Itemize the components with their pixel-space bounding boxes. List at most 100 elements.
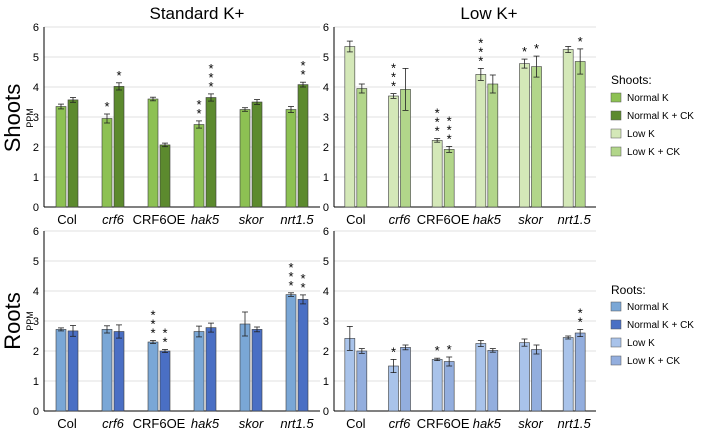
significance-star: * xyxy=(578,34,583,49)
x-category-label: nrt1.5 xyxy=(558,416,592,431)
panel-title-low-k: Low K+ xyxy=(460,4,517,23)
y-tick-label: 4 xyxy=(33,82,39,94)
bar xyxy=(251,329,263,412)
bar xyxy=(55,106,67,208)
significance-star: * xyxy=(300,280,305,295)
bar xyxy=(574,332,586,412)
x-category-label: hak5 xyxy=(473,212,502,227)
panel-title-standard-k: Standard K+ xyxy=(150,4,245,23)
bar xyxy=(285,294,297,412)
significance-star: * xyxy=(208,61,213,76)
x-category-label: nrt1.5 xyxy=(280,416,314,431)
significance-star: * xyxy=(578,314,583,329)
significance-star: * xyxy=(288,278,293,293)
bar xyxy=(159,144,171,208)
y-tick-label: 3 xyxy=(33,316,39,328)
significance-star: * xyxy=(578,305,583,320)
significance-star: * xyxy=(104,99,109,114)
significance-star: * xyxy=(522,44,527,59)
bar xyxy=(487,350,499,412)
x-category-label: CRF6OE xyxy=(417,212,470,227)
bar xyxy=(147,341,159,412)
legend-label: Normal K + CK xyxy=(627,320,694,331)
legend-swatch xyxy=(610,92,622,103)
y-tick-label: 2 xyxy=(33,142,39,154)
y-tick-label: 5 xyxy=(33,256,39,268)
significance-star: * xyxy=(391,70,396,85)
y-tick-label: 6 xyxy=(323,22,329,34)
significance-star: * xyxy=(150,326,155,341)
x-category-label: hak5 xyxy=(191,212,220,227)
significance-star: * xyxy=(478,44,483,59)
bar xyxy=(562,337,574,412)
y-tick-label: 4 xyxy=(323,286,329,298)
bar xyxy=(193,124,205,208)
y-tick-label: 1 xyxy=(323,376,329,388)
x-category-label: Col xyxy=(346,416,366,431)
significance-star: * xyxy=(300,67,305,82)
significance-star: * xyxy=(391,344,396,359)
legend-label: Low K + CK xyxy=(627,356,680,367)
bar xyxy=(297,84,309,208)
bar xyxy=(574,61,586,208)
y-tick-label: 1 xyxy=(33,376,39,388)
x-category-label: hak5 xyxy=(473,416,502,431)
legend-label: Low K xyxy=(627,338,655,349)
bar xyxy=(101,329,113,412)
y-tick-label: 1 xyxy=(323,172,329,184)
row-label-shoots: Shoots xyxy=(0,84,25,153)
y-axis-label-roots: PPM xyxy=(25,311,35,331)
significance-star: * xyxy=(447,342,452,357)
bar xyxy=(431,140,443,208)
bar xyxy=(519,342,530,412)
bar xyxy=(205,97,217,208)
bar xyxy=(159,350,171,412)
bar xyxy=(101,118,113,208)
significance-star: * xyxy=(534,41,539,56)
bar xyxy=(443,149,455,208)
y-tick-label: 2 xyxy=(33,346,39,358)
y-tick-label: 3 xyxy=(323,112,329,124)
significance-star: * xyxy=(288,269,293,284)
significance-star: * xyxy=(208,79,213,94)
significance-star: * xyxy=(447,131,452,146)
bar xyxy=(67,99,79,208)
y-tick-label: 5 xyxy=(323,256,329,268)
y-tick-label: 3 xyxy=(33,112,39,124)
significance-star: * xyxy=(435,115,440,130)
bar xyxy=(251,101,263,208)
bar xyxy=(431,359,443,412)
x-category-label: CRF6OE xyxy=(417,416,470,431)
x-category-label: CRF6OE xyxy=(133,416,186,431)
y-tick-label: 6 xyxy=(323,226,329,238)
bar xyxy=(475,343,487,412)
x-category-label: crf6 xyxy=(102,416,124,431)
significance-star: * xyxy=(288,260,293,275)
bar xyxy=(113,331,125,412)
bar xyxy=(205,327,217,412)
row-label-roots: Roots xyxy=(0,292,25,349)
y-tick-label: 5 xyxy=(33,52,39,64)
significance-star: * xyxy=(300,271,305,286)
x-category-label: CRF6OE xyxy=(133,212,186,227)
y-tick-label: 0 xyxy=(33,202,39,214)
significance-star: * xyxy=(447,113,452,128)
y-tick-label: 4 xyxy=(33,286,39,298)
legend-title: Roots: xyxy=(611,283,646,297)
significance-star: * xyxy=(478,35,483,50)
significance-star: * xyxy=(391,79,396,94)
legend-label: Low K + CK xyxy=(627,147,680,158)
bar xyxy=(55,329,67,412)
legend-shoots: Shoots: Normal K Normal K + CK Low K Low… xyxy=(610,73,694,158)
x-category-label: nrt1.5 xyxy=(558,212,592,227)
y-tick-label: 3 xyxy=(323,316,329,328)
bar xyxy=(531,349,542,412)
significance-star: * xyxy=(208,70,213,85)
legend-swatch xyxy=(610,319,622,330)
bar xyxy=(356,350,368,412)
y-tick-label: 6 xyxy=(33,22,39,34)
